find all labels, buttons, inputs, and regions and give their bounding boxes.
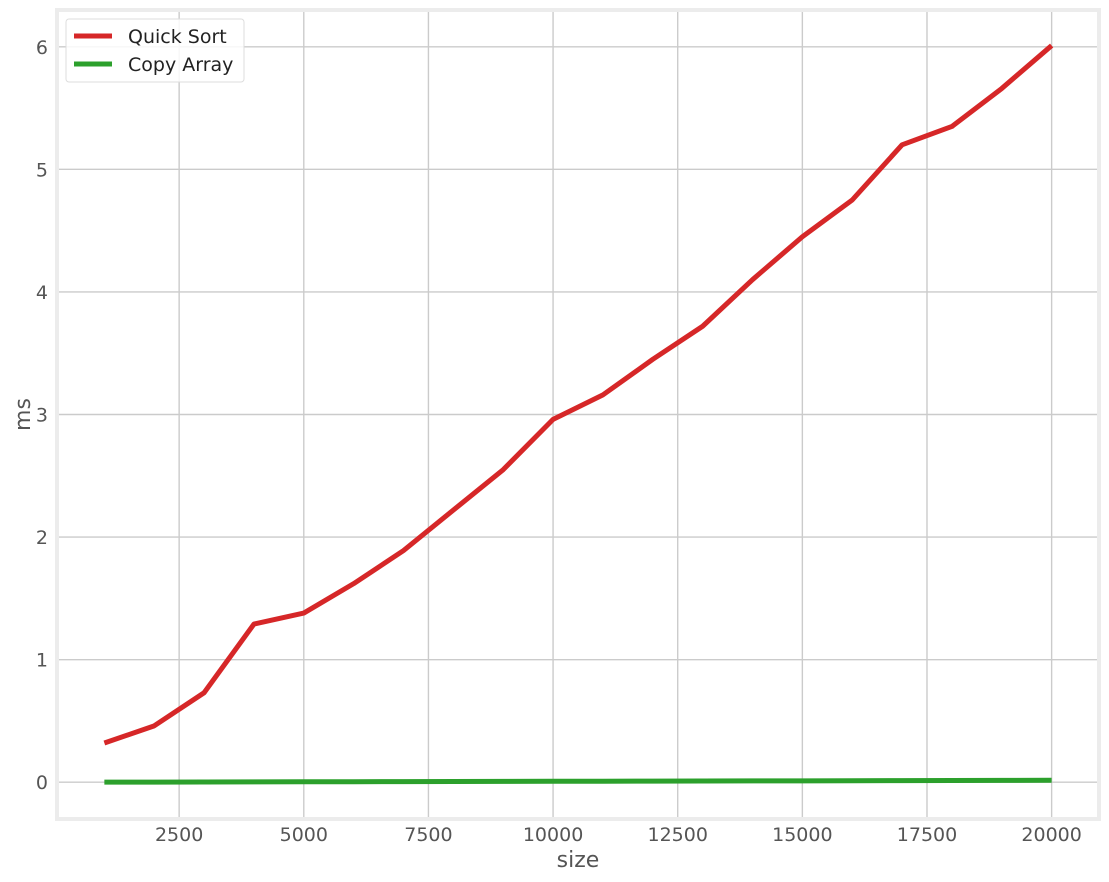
x-axis-label: size xyxy=(557,848,600,873)
series-line-quick-sort xyxy=(103,43,1054,746)
series-line-copy-array xyxy=(104,777,1052,785)
y-tick-label: 5 xyxy=(36,159,48,181)
legend-label: Copy Array xyxy=(128,54,233,76)
y-tick-label: 4 xyxy=(36,282,48,304)
x-tick-label: 17500 xyxy=(897,824,957,846)
x-tick-label: 15000 xyxy=(772,824,832,846)
y-tick-label: 6 xyxy=(36,37,48,59)
x-axis-ticks: 2500 5000 7500 10000 12500 15000 17500 20000 xyxy=(155,824,1082,846)
y-tick-label: 3 xyxy=(36,405,48,427)
x-tick-label: 10000 xyxy=(523,824,583,846)
plot-frame xyxy=(55,8,1101,821)
x-tick-label: 2500 xyxy=(155,824,203,846)
series-group xyxy=(103,43,1054,785)
y-axis-ticks: 0 1 2 3 4 5 6 xyxy=(36,37,48,794)
x-tick-label: 7500 xyxy=(404,824,452,846)
y-axis-label: ms xyxy=(11,398,36,431)
legend: Quick Sort Copy Array xyxy=(65,18,245,83)
y-tick-label: 0 xyxy=(36,772,48,794)
x-tick-label: 20000 xyxy=(1021,824,1081,846)
y-tick-label: 1 xyxy=(36,650,48,672)
x-tick-label: 5000 xyxy=(280,824,328,846)
y-tick-label: 2 xyxy=(36,527,48,549)
x-tick-label: 12500 xyxy=(647,824,707,846)
legend-label: Quick Sort xyxy=(128,26,227,48)
